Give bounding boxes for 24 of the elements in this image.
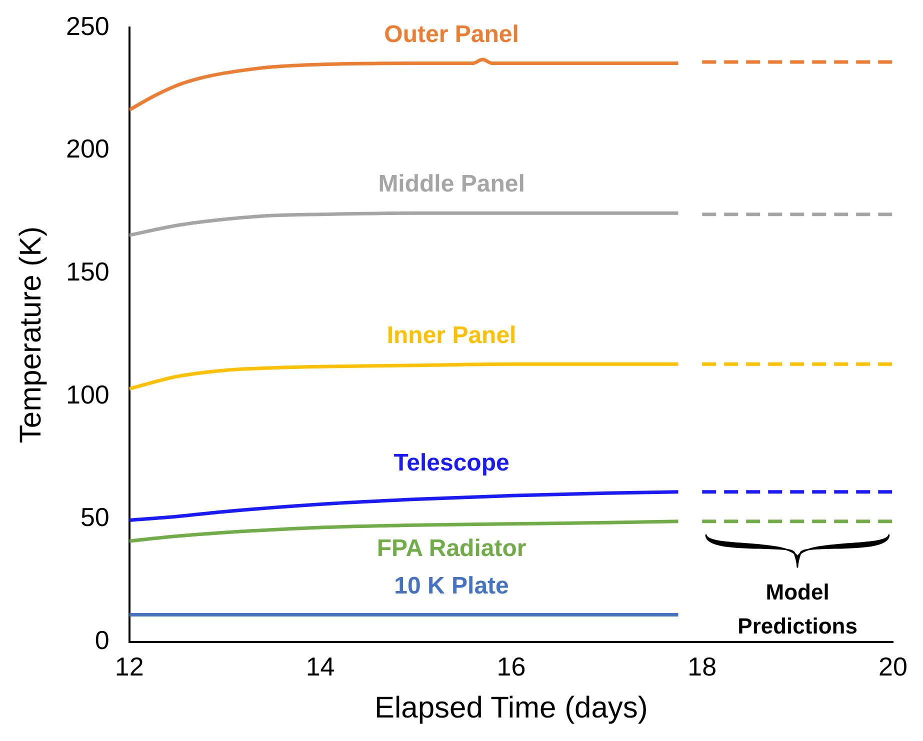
series-label: Inner Panel [386,322,516,349]
series-label: FPA Radiator [376,535,526,562]
line-series [129,490,680,522]
x-tick-label: 20 [878,652,908,682]
y-axis-title: Temperature (K) [14,226,48,444]
x-tick-label: 16 [496,652,526,682]
x-tick-label: 14 [306,652,335,682]
x-tick-label: 12 [114,652,144,682]
series-label: Outer Panel [384,20,519,48]
y-tick-label: 250 [66,10,110,41]
y-tick-label: 0 [94,624,110,655]
series-label: Telescope [394,450,510,477]
y-tick-label: 200 [66,134,110,164]
y-tick-label: 50 [80,502,110,532]
x-axis-title: Elapsed Time (days) [374,691,648,724]
x-tick-label: 18 [688,652,717,682]
annotation: Model Predictions [738,579,858,638]
series-label: Middle Panel [378,170,525,198]
line-series [129,211,680,237]
series-label: 10 K Plate [394,572,509,600]
y-tick-label: 150 [66,256,110,286]
line-series [129,362,680,390]
line-series [129,58,680,112]
y-tick-label: 100 [66,379,110,410]
